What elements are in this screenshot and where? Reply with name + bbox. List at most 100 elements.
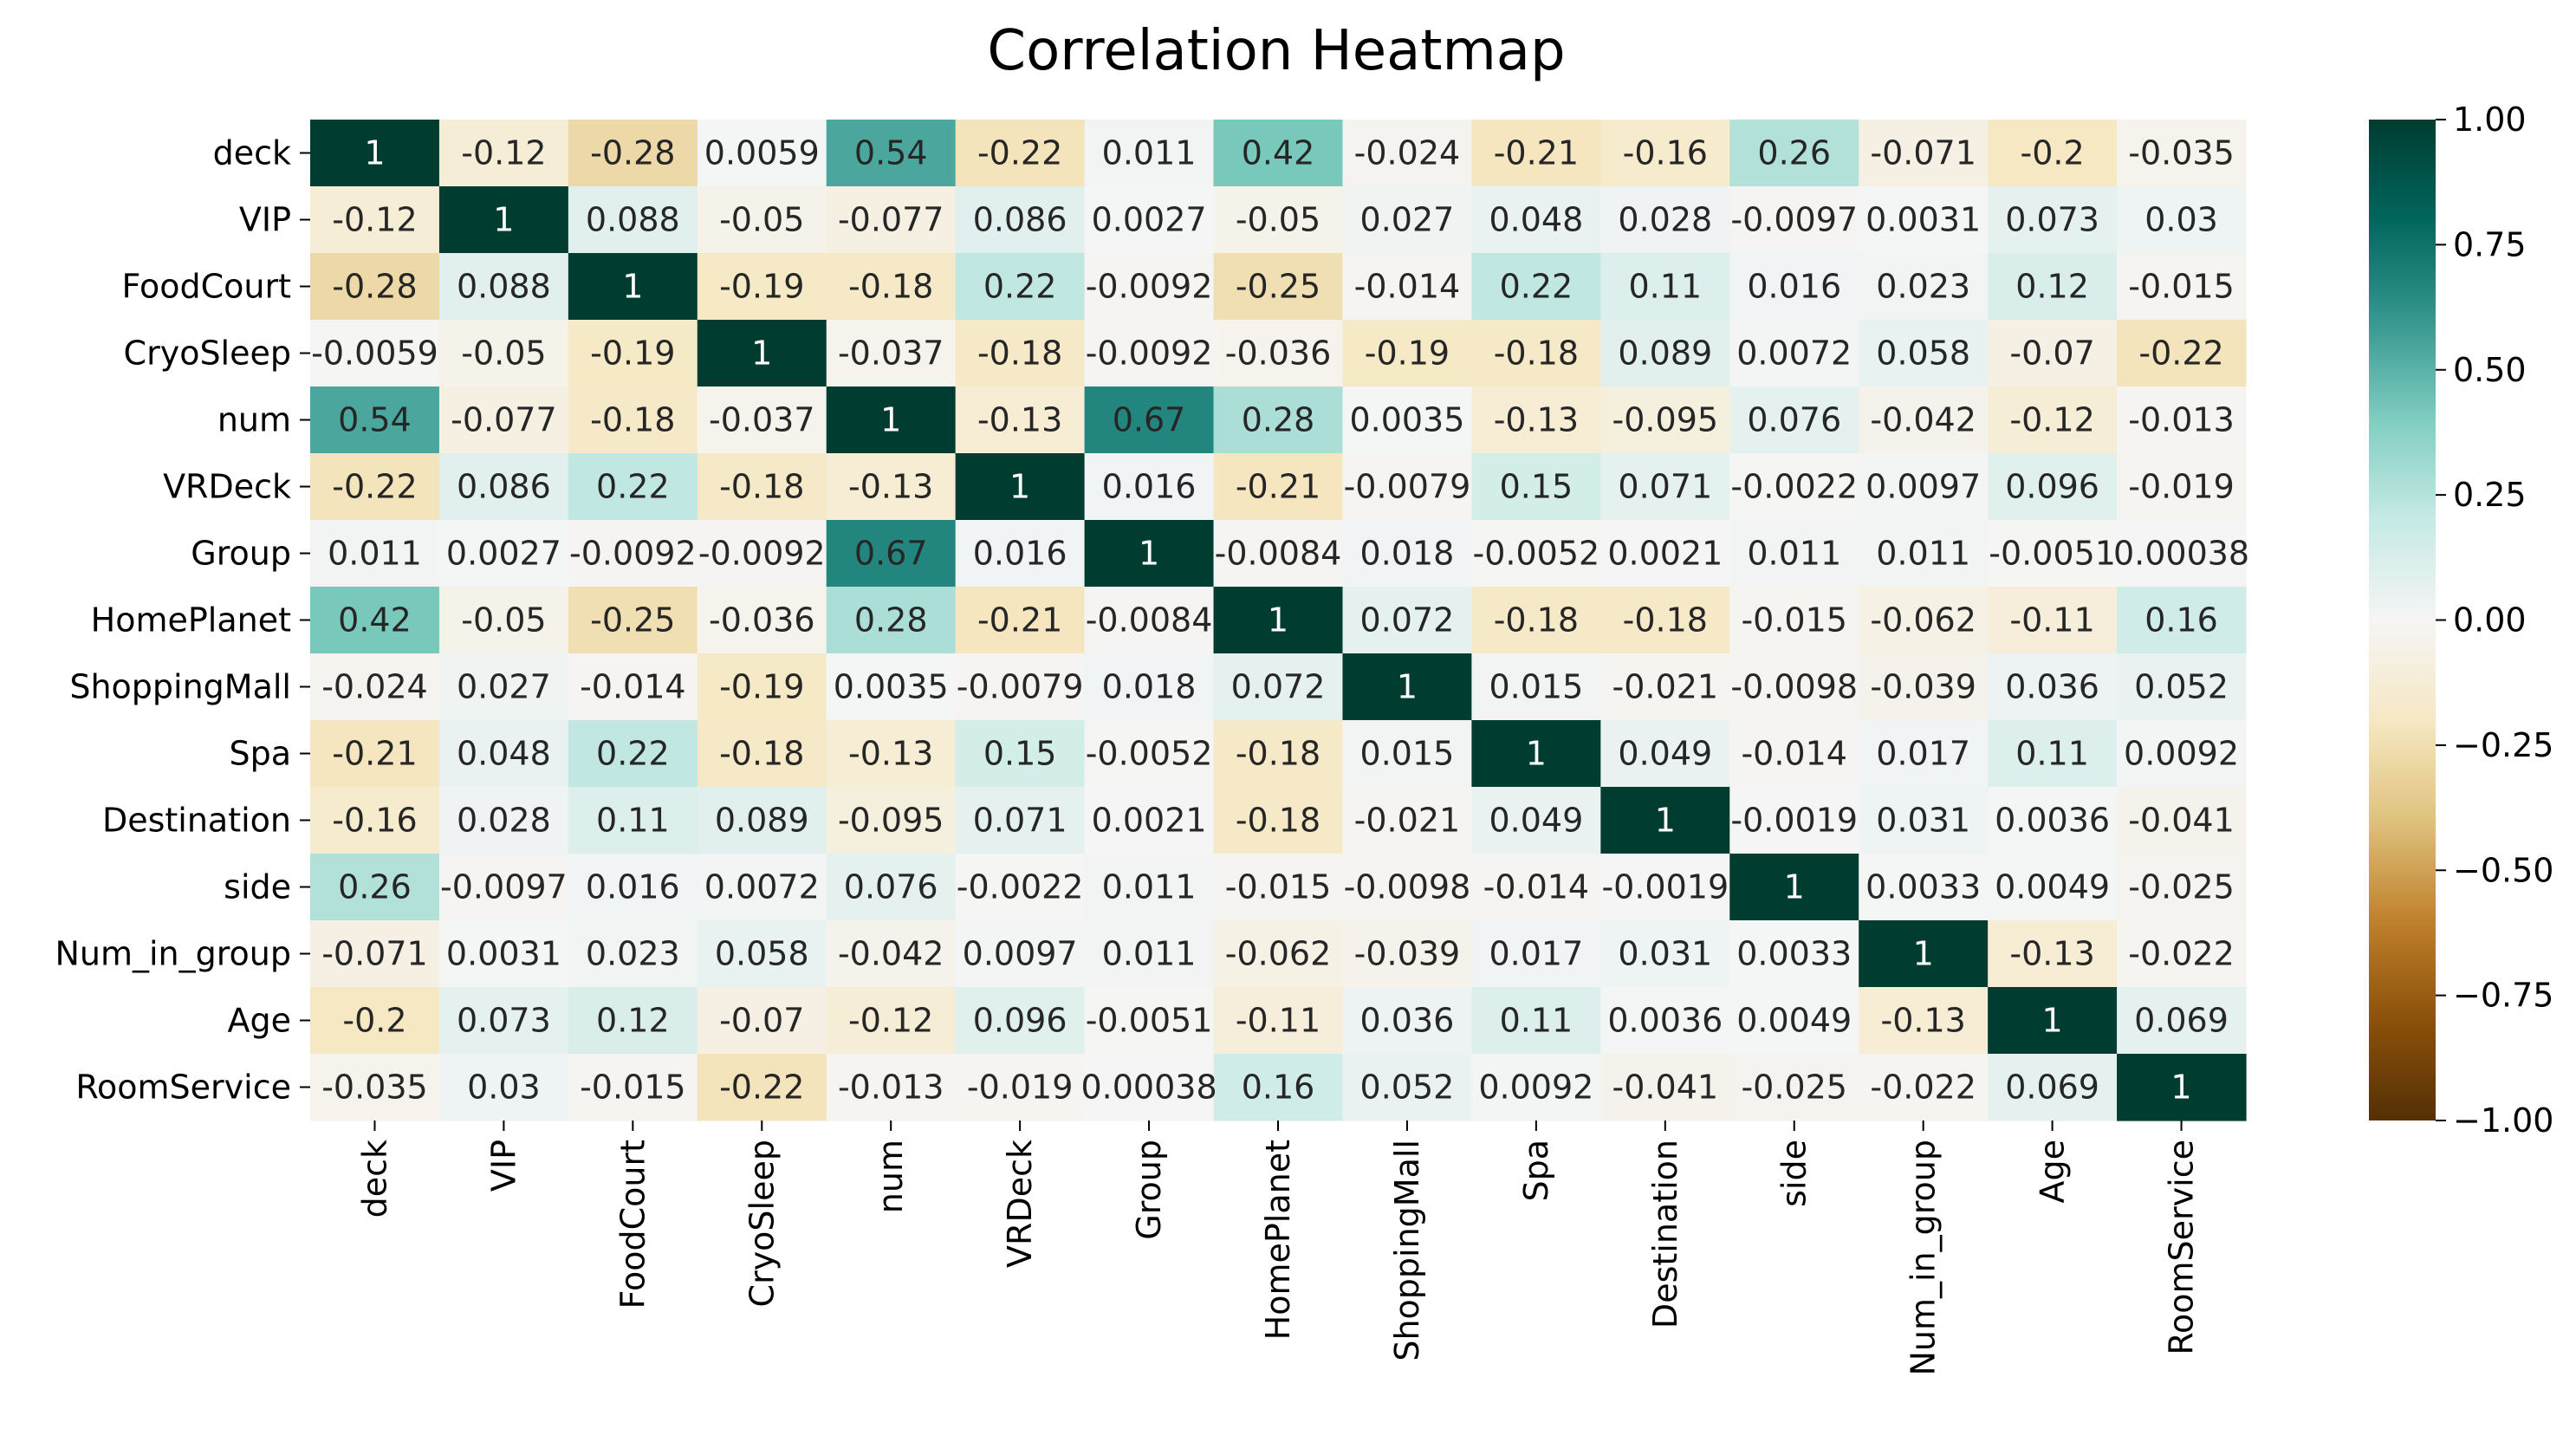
- heatmap-cell-num-in-group-group: [1084, 920, 1215, 988]
- cell-annotation-cryosleep-shoppingmall: -0.19: [1365, 335, 1450, 373]
- heatmap-cell-spa-num: [826, 720, 957, 788]
- cell-annotation-destination-foodcourt: 0.11: [596, 802, 670, 840]
- cell-annotation-deck-num-in-group: -0.071: [1870, 134, 1976, 172]
- y-tick-label-age: Age: [228, 1002, 292, 1040]
- heatmap-cell-deck-shoppingmall: [1342, 120, 1472, 187]
- y-tick-label-vip: VIP: [239, 201, 291, 239]
- cell-annotation-shoppingmall-spa: 0.015: [1489, 668, 1583, 706]
- cell-annotation-foodcourt-shoppingmall: -0.014: [1354, 268, 1461, 306]
- heatmap-cell-shoppingmall-spa: [1471, 653, 1601, 721]
- cell-annotation-vrdeck-foodcourt: 0.22: [596, 468, 670, 506]
- heatmap-cell-cryosleep-homeplanet: [1213, 320, 1344, 387]
- heatmap-cell-destination-group: [1084, 787, 1215, 854]
- heatmap-cell-vip-foodcourt: [568, 186, 698, 254]
- heatmap-cell-num-in-group-cryosleep: [697, 920, 827, 988]
- heatmap-cell-destination-spa: [1471, 787, 1601, 854]
- cell-annotation-homeplanet-destination: -0.18: [1623, 601, 1708, 640]
- cell-annotation-cryosleep-age: -0.07: [2009, 335, 2094, 373]
- cell-annotation-foodcourt-homeplanet: -0.25: [1236, 268, 1320, 306]
- heatmap-cell-side-group: [1084, 854, 1215, 921]
- colorbar-tick-label: −0.50: [2453, 851, 2553, 889]
- heatmap-cell-side-deck: [310, 854, 440, 921]
- y-tick-label-spa: Spa: [229, 735, 291, 773]
- heatmap-cell-age-num: [826, 987, 957, 1055]
- heatmap-cell-num-in-group-side: [1729, 920, 1859, 988]
- heatmap-cell-group-vrdeck: [955, 520, 1086, 588]
- heatmap-cell-destination-age: [1988, 787, 2118, 854]
- cell-annotation-num-homeplanet: 0.28: [1242, 401, 1315, 439]
- heatmap-cell-group-deck: [310, 520, 440, 588]
- heatmap-cell-cryosleep-num: [826, 320, 957, 387]
- heatmap-cell-vrdeck-num-in-group: [1859, 453, 1989, 521]
- x-tick-label-foodcourt: FoodCourt: [613, 1140, 652, 1309]
- heatmap-cell-spa-destination: [1600, 720, 1730, 788]
- heatmap-cell-age-age: [1988, 987, 2118, 1055]
- heatmap-cell-homeplanet-vip: [438, 587, 569, 654]
- cell-annotation-homeplanet-vrdeck: -0.21: [977, 601, 1062, 640]
- cell-annotation-roomservice-roomservice: 1: [2170, 1069, 2191, 1107]
- cell-annotation-side-side: 1: [1784, 868, 1805, 906]
- heatmap-cell-destination-destination: [1600, 787, 1730, 854]
- heatmap-cell-homeplanet-homeplanet: [1213, 587, 1344, 654]
- heatmap-cell-roomservice-vrdeck: [955, 1054, 1086, 1121]
- colorbar-tick-label: −0.25: [2453, 726, 2553, 764]
- x-tick-label-shoppingmall: ShoppingMall: [1388, 1140, 1426, 1361]
- cell-annotation-vip-vrdeck: 0.086: [973, 201, 1067, 239]
- cell-annotation-destination-shoppingmall: -0.021: [1354, 802, 1461, 840]
- heatmap-cell-num-num: [826, 386, 957, 454]
- cell-annotation-group-age: -0.0051: [1989, 535, 2116, 573]
- heatmap-cell-shoppingmall-vrdeck: [955, 653, 1086, 721]
- heatmap-cell-homeplanet-num: [826, 587, 957, 654]
- cell-annotation-foodcourt-foodcourt: 1: [622, 268, 643, 306]
- colorbar-tick-label: 1.00: [2453, 101, 2527, 139]
- cell-annotation-vip-spa: 0.048: [1489, 201, 1583, 239]
- x-tick-label-spa: Spa: [1517, 1140, 1555, 1202]
- cell-annotation-foodcourt-deck: -0.28: [332, 268, 417, 306]
- heatmap-annotations: 1 -0.12 -0.28 0.0059 0.54 -0.22 0.011 0.42 -0.02…: [311, 134, 2249, 1107]
- cell-annotation-cryosleep-foodcourt: -0.19: [590, 335, 675, 373]
- heatmap-cell-vip-spa: [1471, 186, 1601, 254]
- heatmap-cell-side-destination: [1600, 854, 1730, 921]
- cell-annotation-group-side: 0.011: [1747, 535, 1841, 573]
- heatmap-cell-roomservice-num-in-group: [1859, 1054, 1989, 1121]
- x-tick-label-deck: deck: [355, 1140, 393, 1218]
- cell-annotation-deck-num: 0.54: [854, 134, 928, 172]
- heatmap-cell-cryosleep-age: [1988, 320, 2118, 387]
- cell-annotation-homeplanet-num-in-group: -0.062: [1870, 601, 1976, 640]
- heatmap-cell-destination-deck: [310, 787, 440, 854]
- cell-annotation-vrdeck-homeplanet: -0.21: [1236, 468, 1320, 506]
- cell-annotation-foodcourt-destination: 0.11: [1628, 268, 1702, 306]
- cell-annotation-num-side: 0.076: [1747, 401, 1841, 439]
- cell-annotation-num-foodcourt: -0.18: [590, 401, 675, 439]
- heatmap-cell-vip-vrdeck: [955, 186, 1086, 254]
- cell-annotation-deck-roomservice: -0.035: [2128, 134, 2235, 172]
- heatmap-cell-shoppingmall-shoppingmall: [1342, 653, 1472, 721]
- heatmap-cell-destination-vip: [438, 787, 569, 854]
- heatmap-cell-side-vip: [438, 854, 569, 921]
- heatmap-cell-vrdeck-age: [1988, 453, 2118, 521]
- heatmap-cell-cryosleep-roomservice: [2117, 320, 2247, 387]
- cell-annotation-spa-vrdeck: 0.15: [983, 735, 1057, 773]
- cell-annotation-vrdeck-vip: 0.086: [457, 468, 551, 506]
- cell-annotation-cryosleep-vrdeck: -0.18: [977, 335, 1062, 373]
- y-tick-label-destination: Destination: [102, 802, 291, 840]
- cell-annotation-num-in-group-homeplanet: -0.062: [1225, 935, 1332, 973]
- heatmap-cell-deck-deck: [310, 120, 440, 187]
- heatmap-cell-roomservice-roomservice: [2117, 1054, 2247, 1121]
- cell-annotation-roomservice-cryosleep: -0.22: [719, 1069, 804, 1107]
- chart-title: Correlation Heatmap: [987, 19, 1565, 83]
- cell-annotation-side-group: 0.011: [1102, 868, 1197, 906]
- heatmap-cell-age-vip: [438, 987, 569, 1055]
- cell-annotation-homeplanet-shoppingmall: 0.072: [1360, 601, 1455, 640]
- heatmap-cell-num-cryosleep: [697, 386, 827, 454]
- cell-annotation-homeplanet-num: 0.28: [854, 601, 928, 640]
- heatmap-cell-destination-roomservice: [2117, 787, 2247, 854]
- cell-annotation-shoppingmall-homeplanet: 0.072: [1231, 668, 1326, 706]
- heatmap-cell-shoppingmall-deck: [310, 653, 440, 721]
- heatmap-cell-deck-num-in-group: [1859, 120, 1989, 187]
- cell-annotation-roomservice-vrdeck: -0.019: [967, 1069, 1074, 1107]
- cell-annotation-cryosleep-deck: -0.0059: [311, 335, 438, 373]
- cell-annotation-side-deck: 0.26: [338, 868, 412, 906]
- cell-annotation-age-shoppingmall: 0.036: [1360, 1002, 1455, 1040]
